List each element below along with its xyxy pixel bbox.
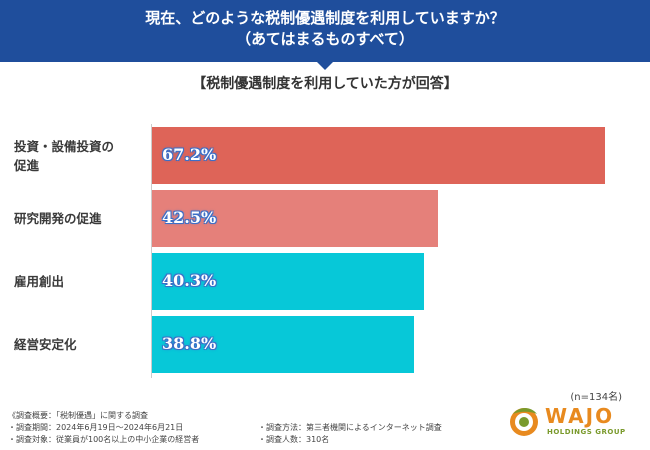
sample-size: (n=134名): [570, 392, 622, 403]
header-note: （あてはまるものすべて）: [236, 30, 414, 48]
bar-2: [152, 190, 438, 247]
survey-target: ・調査対象：従業員が100名以上の中小企業の経営者: [8, 435, 200, 444]
logo-name: WAJO: [545, 404, 615, 428]
header-pointer: [317, 62, 333, 70]
category-label-1: 投資・設備投資の 促進: [14, 138, 115, 173]
bar-value-label-2: 42.5%: [162, 207, 217, 227]
survey-count: ・調査人数：310名: [258, 435, 330, 444]
category-label-2: 研究開発の促進: [14, 211, 102, 226]
bar-4: [152, 316, 414, 373]
bar-1: [152, 127, 605, 184]
survey-method: ・調査方法：第三者機関によるインターネット調査: [258, 423, 442, 432]
category-label-4: 経営安定化: [14, 337, 77, 352]
category-axis-line: [151, 124, 152, 378]
survey-summary: 《調査概要：「税制優遇」に関する調査: [8, 411, 148, 420]
survey-period: ・調査期間：2024年6月19日〜2024年6月21日: [8, 423, 184, 432]
company-logo: WAJO HOLDINGS GROUP: [505, 400, 635, 442]
chart-subtitle: 【税制優遇制度を利用していた方が回答】: [192, 76, 458, 92]
chart-header: 現在、どのような税制優遇制度を利用していますか？ （あてはまるものすべて）: [0, 0, 650, 62]
bar-value-label-3: 40.3%: [162, 270, 217, 290]
logo-mark-icon: [510, 408, 538, 436]
category-label-3: 雇用創出: [14, 274, 65, 289]
bar-value-label-1: 67.2%: [162, 144, 217, 164]
bar-value-label-4: 38.8%: [162, 333, 217, 353]
bar-3: [152, 253, 424, 310]
logo-subtitle: HOLDINGS GROUP: [547, 428, 626, 436]
header-question: 現在、どのような税制優遇制度を利用していますか？: [145, 9, 505, 27]
